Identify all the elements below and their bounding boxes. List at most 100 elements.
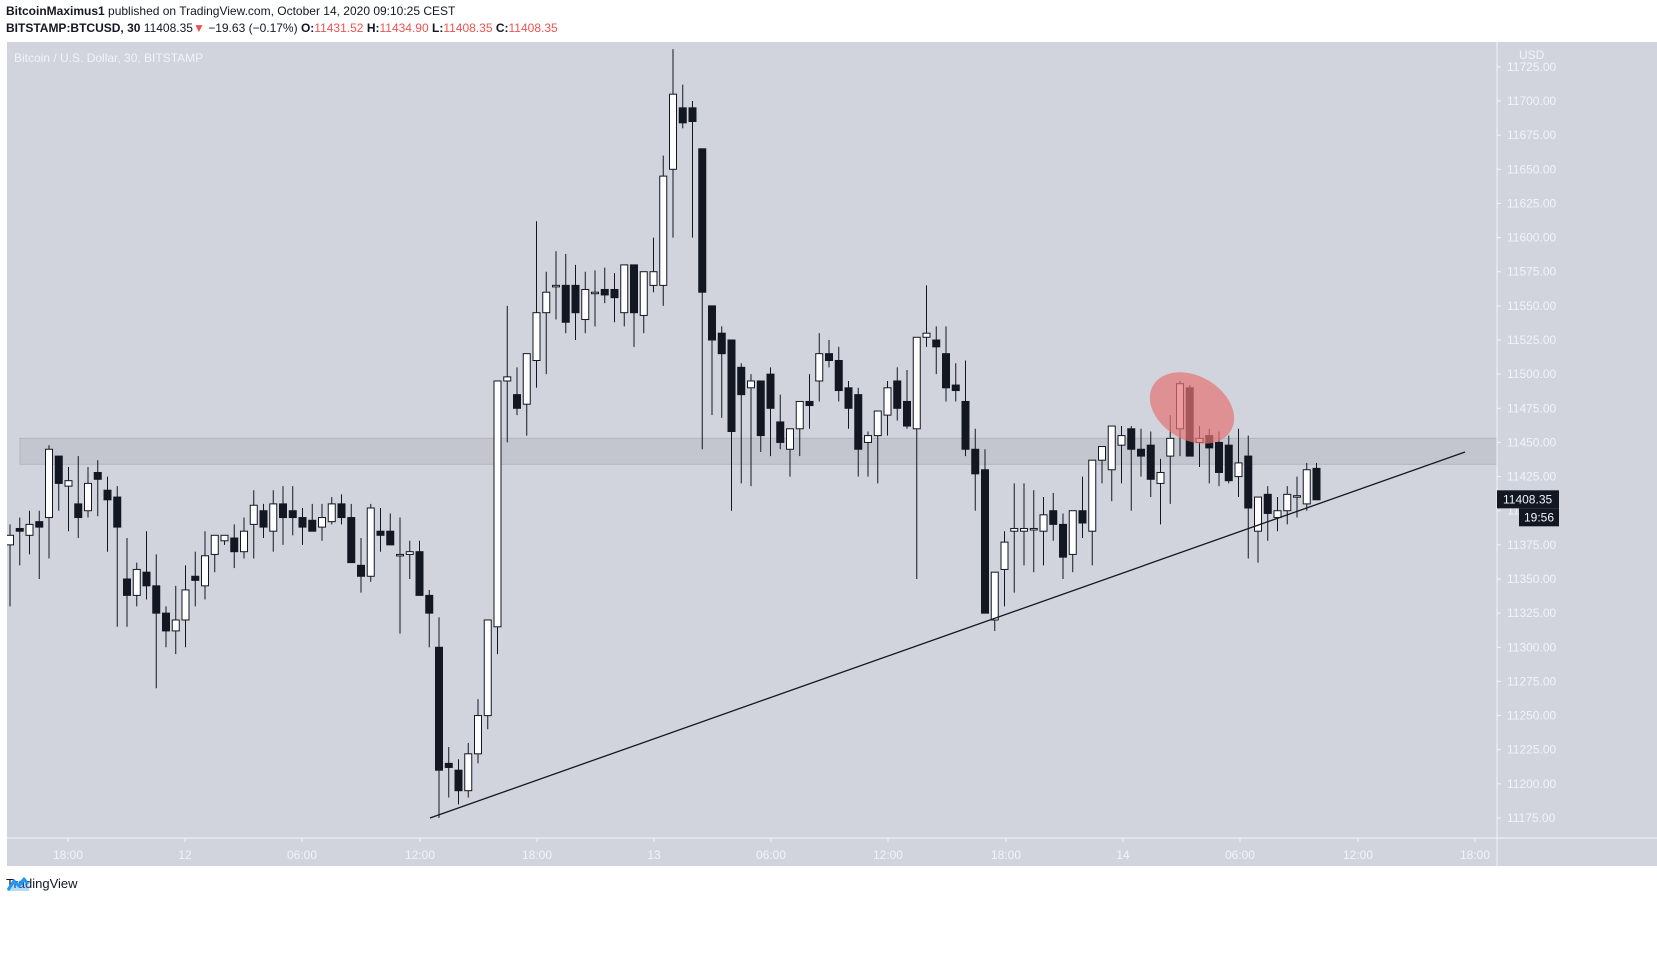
bearish-candle — [561, 284, 570, 323]
bearish-candle — [386, 530, 395, 546]
last-price-tag-label: 11408.35 — [1503, 492, 1552, 506]
bullish-candle — [1254, 496, 1262, 532]
low-value: 11408.35 — [443, 21, 493, 35]
bullish-candle — [1000, 541, 1009, 570]
currency-label: USD — [1519, 48, 1545, 62]
bearish-candle — [610, 288, 619, 299]
bearish-candle — [1244, 455, 1253, 509]
open-value: 11431.52 — [314, 21, 364, 35]
published-text: published on TradingView.com, October 14… — [104, 4, 456, 18]
author-name: BitcoinMaximus1 — [6, 4, 105, 18]
time-tick-label: 12:00 — [1343, 848, 1373, 862]
bullish-candle — [327, 503, 336, 523]
bullish-candle — [220, 534, 229, 542]
time-tick-label: 06:00 — [1225, 848, 1255, 862]
bearish-candle — [308, 519, 317, 532]
candlestick-chart[interactable]: 11175.00 11200.00 11225.00 11250.00 11275.00… — [7, 42, 1657, 866]
bearish-candle — [123, 578, 131, 596]
countdown-tag — [1519, 508, 1559, 527]
bearish-candle — [191, 575, 200, 581]
bearish-candle — [737, 366, 746, 396]
price-change: −19.63 (−0.17%) — [208, 21, 298, 35]
bullish-candle — [659, 175, 668, 286]
bullish-candle — [483, 619, 492, 717]
bullish-candle — [639, 271, 648, 316]
chart-area[interactable]: 11175.00 11200.00 11225.00 11250.00 11275.00… — [7, 42, 1657, 866]
bearish-candle — [756, 380, 765, 437]
bearish-candle — [776, 421, 785, 443]
bearish-candle — [844, 387, 853, 409]
bearish-candle — [971, 448, 980, 475]
bearish-candle — [376, 530, 385, 536]
bullish-candle — [269, 503, 278, 532]
bullish-candle — [493, 380, 502, 628]
bullish-candle — [873, 410, 882, 437]
bearish-candle — [279, 503, 287, 519]
highlight-ellipse[interactable] — [1137, 358, 1247, 458]
close-value: 11408.35 — [508, 21, 558, 35]
bullish-candle — [552, 284, 560, 288]
bullish-candle — [620, 264, 629, 314]
bearish-candle — [425, 594, 434, 614]
bullish-candle — [1107, 425, 1116, 471]
bearish-candle — [942, 353, 950, 389]
price-tick-label: 11375.00 — [1507, 538, 1556, 552]
price-tick-label: 11200.00 — [1507, 777, 1556, 791]
price-tick-label: 11450.00 — [1507, 435, 1556, 449]
bullish-candle — [181, 589, 190, 621]
price-tick-label: 11350.00 — [1507, 572, 1556, 586]
bearish-candle — [1146, 444, 1155, 480]
bullish-candle — [464, 753, 473, 792]
bearish-candle — [152, 585, 161, 614]
bearish-candle — [600, 288, 609, 296]
price-tick-label: 11550.00 — [1507, 299, 1556, 313]
resistance-zone[interactable] — [19, 437, 1498, 465]
close-label: C: — [495, 21, 509, 35]
bullish-candle — [1117, 435, 1126, 446]
price-tick-label: 11275.00 — [1507, 674, 1556, 688]
bullish-candle — [1302, 469, 1311, 505]
bearish-candle — [961, 400, 970, 450]
time-tick-label: 12:00 — [873, 848, 903, 862]
time-tick-label: 14 — [1116, 848, 1130, 862]
ascending-trendline[interactable] — [429, 451, 1466, 819]
bullish-candle — [912, 336, 921, 430]
bullish-candle — [503, 376, 512, 382]
time-tick-label: 06:00 — [287, 848, 317, 862]
bearish-candle — [932, 339, 941, 348]
bearish-candle — [1312, 467, 1321, 501]
price-tick-label: 11325.00 — [1507, 606, 1556, 620]
bullish-candle — [210, 534, 219, 555]
bearish-candle — [347, 517, 356, 564]
bullish-candle — [1283, 493, 1292, 512]
price-tick-label: 11650.00 — [1507, 162, 1556, 176]
price-tick-label: 11175.00 — [1507, 811, 1556, 825]
bullish-candle — [1273, 510, 1282, 519]
bearish-candle — [825, 353, 833, 361]
chart-title: Bitcoin / U.S. Dollar, 30, BITSTAMP — [14, 51, 204, 65]
bullish-candle — [522, 353, 531, 405]
low-label: L: — [432, 21, 444, 35]
bullish-candle — [318, 517, 326, 528]
bearish-candle — [1137, 448, 1145, 457]
bearish-candle — [893, 380, 902, 409]
bullish-candle — [649, 271, 658, 286]
bearish-candle — [74, 503, 83, 519]
symbol-label: BITSTAMP:BTCUSD, 30 — [6, 21, 141, 35]
bullish-candle — [1010, 527, 1019, 532]
bearish-candle — [854, 394, 863, 450]
bearish-candle — [288, 510, 297, 519]
tradingview-branding[interactable]: TradingView — [6, 876, 78, 891]
bullish-candle — [405, 551, 414, 555]
bullish-candle — [922, 332, 931, 338]
bullish-candle — [581, 288, 590, 321]
bearish-candle — [230, 537, 239, 553]
bullish-candle — [1166, 437, 1175, 457]
bullish-candle — [132, 568, 141, 596]
bullish-candle — [1156, 471, 1165, 484]
price-tick-label: 11500.00 — [1507, 367, 1556, 381]
price-tick-label: 11250.00 — [1507, 709, 1556, 723]
time-tick-label: 18:00 — [53, 848, 83, 862]
bullish-candle — [591, 291, 599, 295]
bearish-candle — [113, 496, 122, 528]
